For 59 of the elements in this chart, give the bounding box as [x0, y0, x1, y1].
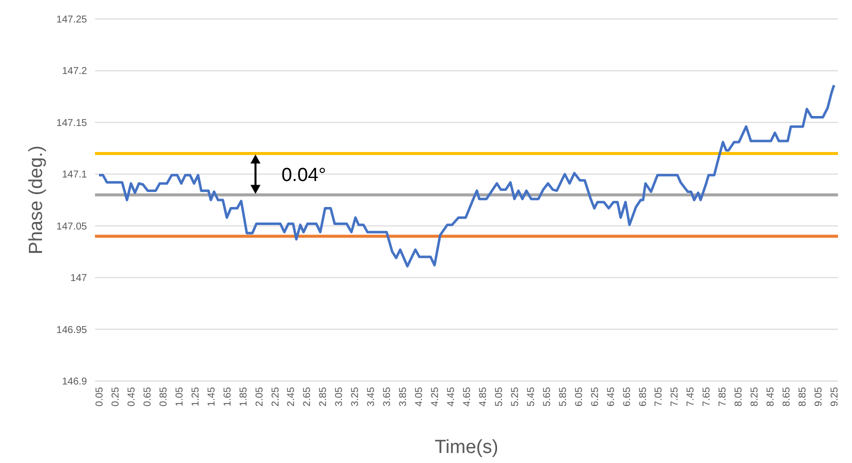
x-tick-label: 3.85 [398, 386, 410, 406]
x-tick-label: 9.25 [830, 386, 841, 406]
y-tick-label: 147.1 [62, 170, 88, 181]
x-tick-label: 0.45 [126, 386, 138, 406]
x-tick-label: 8.45 [766, 386, 777, 406]
x-tick-label: 1.85 [238, 386, 250, 406]
x-tick-label: 2.05 [254, 386, 266, 406]
x-tick-label: 5.05 [494, 386, 505, 406]
x-tick-label: 3.45 [366, 386, 378, 406]
x-tick-label: 3.65 [382, 386, 394, 406]
x-tick-label: 8.05 [734, 386, 745, 406]
x-tick-label: 8.85 [798, 386, 809, 406]
y-tick-label: 147.05 [56, 221, 88, 232]
line-series [98, 84, 836, 268]
x-tick-label: 4.85 [478, 386, 489, 406]
x-tick-label: 8.25 [750, 386, 761, 406]
x-tick-label: 7.05 [654, 386, 665, 406]
y-tick-label: 147.15 [56, 118, 88, 129]
x-tick-label: 5.45 [526, 386, 537, 406]
x-tick-label: 1.25 [190, 386, 202, 406]
annotation: 0.04° [281, 164, 326, 186]
x-tick-label: 7.65 [702, 386, 713, 406]
y-axis-title: Phase (deg.) [26, 146, 47, 254]
x-tick-label: 5.25 [510, 386, 521, 406]
x-tick-label: 6.65 [622, 386, 633, 406]
x-tick-label: 3.05 [334, 386, 346, 406]
x-tick-label: 1.05 [174, 386, 186, 406]
x-tick-label: 9.05 [814, 386, 825, 406]
x-tick-label: 3.25 [350, 386, 362, 406]
x-tick-label: 2.85 [318, 386, 330, 406]
y-tick-label: 147 [70, 273, 88, 284]
x-tick-label: 4.45 [446, 386, 458, 406]
x-tick-label: 4.65 [462, 386, 473, 406]
x-tick-label: 7.45 [686, 386, 697, 406]
x-tick-label: 0.25 [110, 386, 122, 406]
x-tick-label: 7.25 [670, 386, 681, 406]
x-tick-label: 7.85 [718, 386, 729, 406]
x-tick-label: 8.65 [782, 386, 793, 406]
x-tick-label: 6.25 [590, 386, 601, 406]
x-tick-label: 1.45 [206, 386, 218, 406]
x-tick-label: 1.65 [222, 386, 234, 406]
x-tick-label: 6.45 [606, 386, 617, 406]
x-tick-label: 0.05 [94, 386, 106, 406]
x-axis-title: Time(s) [434, 437, 498, 458]
y-tick-label: 146.9 [62, 376, 88, 388]
x-tick-label: 4.25 [430, 386, 442, 406]
x-tick-label: 4.05 [414, 386, 426, 406]
x-tick-label: 5.85 [558, 386, 569, 406]
y-tick-label: 147.2 [62, 66, 88, 78]
x-tick-label: 2.45 [286, 386, 298, 406]
x-tick-label: 6.85 [638, 386, 649, 406]
x-tick-label: 2.25 [270, 386, 282, 406]
x-tick-label: 2.65 [302, 386, 314, 406]
x-tick-label: 0.85 [158, 386, 170, 406]
y-tick-label: 146.95 [56, 324, 88, 336]
x-tick-label: 0.65 [142, 386, 154, 406]
y-tick-label: 147.25 [56, 14, 88, 26]
x-tick-label: 5.65 [542, 386, 553, 406]
x-tick-label: 6.05 [574, 386, 585, 406]
